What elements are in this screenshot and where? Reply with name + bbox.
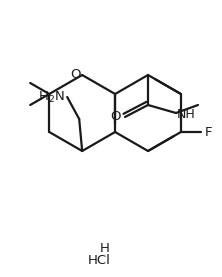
Text: O: O	[70, 68, 80, 81]
Text: H$_2$N: H$_2$N	[38, 89, 65, 104]
Text: HCl: HCl	[88, 253, 111, 266]
Text: H: H	[100, 242, 110, 255]
Text: NH: NH	[177, 107, 196, 120]
Text: F: F	[205, 125, 212, 138]
Text: O: O	[111, 111, 121, 124]
